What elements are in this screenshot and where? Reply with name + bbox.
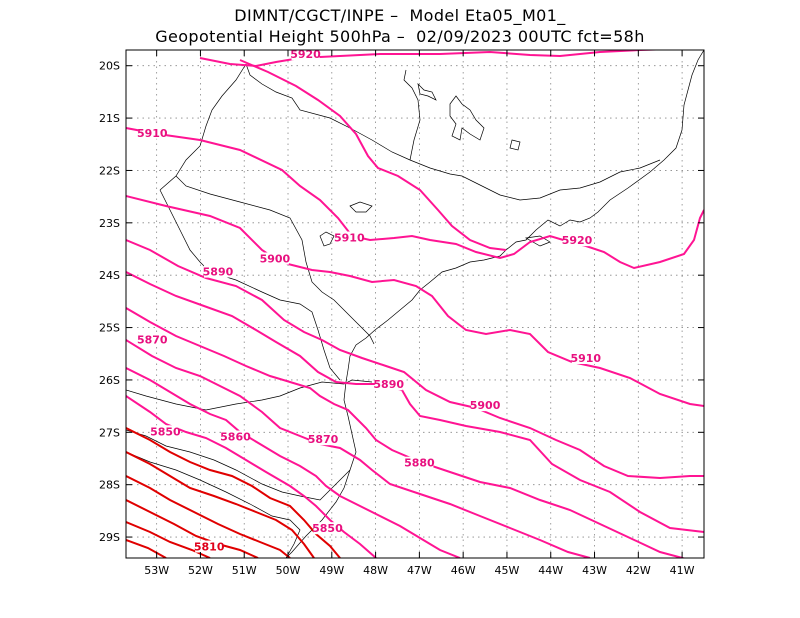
lat-lon-grid: [126, 50, 704, 558]
lon-label: 43W: [582, 564, 607, 577]
contour-5810: [126, 475, 291, 558]
lat-label: 21S: [99, 112, 120, 125]
lat-label: 25S: [99, 322, 120, 335]
lon-label: 52W: [188, 564, 213, 577]
coastline: [449, 95, 485, 141]
contour-label: 5900: [470, 399, 501, 412]
contour-label: 5810: [194, 541, 225, 554]
contour-label-bg: [138, 126, 167, 139]
lon-label: 41W: [670, 564, 695, 577]
contour-label-bg: [221, 430, 250, 443]
state-border: [175, 175, 375, 345]
contour-label-bg: [260, 252, 289, 265]
contour-label: 5920: [290, 48, 321, 61]
contour-label-bg: [151, 425, 180, 438]
contour-label: 5860: [220, 431, 251, 444]
contour-label-bg: [335, 231, 364, 244]
state-border: [245, 63, 661, 201]
contour-label: 5870: [308, 433, 339, 446]
contour-label: 5890: [373, 378, 404, 391]
contour-label-bg: [195, 540, 224, 553]
contour-5780: [126, 539, 167, 558]
lat-label: 29S: [99, 531, 120, 544]
lon-label: 42W: [626, 564, 651, 577]
contour-labels: 5920 5910 5910 5920 5900 5890 5870 5910 5890 5900…: [137, 48, 601, 554]
lat-label: 22S: [99, 164, 120, 177]
lon-label: 44W: [538, 564, 563, 577]
contour-label-bg: [313, 522, 342, 535]
contour-5900: [126, 195, 704, 407]
map-frame: [125, 49, 705, 559]
contour-5890: [126, 239, 704, 480]
contour-label-bg: [309, 433, 338, 446]
contour-5860: [126, 339, 591, 558]
contour-5920-north: [199, 50, 673, 68]
axis-ticks: [126, 50, 704, 558]
contour-label-bg: [405, 456, 434, 469]
contour-5850: [126, 367, 461, 558]
lon-label: 48W: [363, 564, 388, 577]
lon-label: 46W: [451, 564, 476, 577]
contour-label-bg: [374, 378, 403, 391]
contour-label: 5880: [404, 457, 435, 470]
coastline: [319, 231, 335, 247]
coastline: [285, 50, 704, 558]
state-border: [403, 69, 421, 161]
title-line-1: DIMNT/CGCT/INPE – Model Eta05_M01_: [234, 6, 566, 25]
coastline: [349, 201, 373, 213]
contour-5910: [126, 127, 704, 270]
contour-label: 5850: [312, 522, 343, 535]
coastline: [509, 139, 521, 151]
title-line-2: Geopotential Height 500hPa – 02/09/2023 …: [155, 27, 645, 46]
coastlines-and-borders: [126, 50, 704, 558]
contour-5800: [126, 499, 259, 558]
contour-5910-upper: [239, 59, 507, 251]
contour-label-bg: [138, 333, 167, 346]
contour-label: 5910: [137, 127, 168, 140]
lon-label: 45W: [495, 564, 520, 577]
coastline: [417, 82, 437, 101]
state-border: [159, 63, 247, 191]
contour-label-bg: [203, 265, 232, 278]
coastline: [524, 235, 551, 247]
contour-5790: [126, 521, 211, 558]
state-border: [126, 451, 301, 558]
lon-label: 53W: [144, 564, 169, 577]
country-border: [159, 189, 341, 381]
lon-label: 51W: [232, 564, 257, 577]
contour-label: 5910: [570, 352, 601, 365]
contour-5820: [126, 451, 315, 558]
contour-label: 5850: [150, 425, 181, 438]
lon-label: 47W: [407, 564, 432, 577]
contour-label: 5900: [260, 252, 291, 265]
contour-label: 5920: [562, 234, 593, 247]
lat-label: 26S: [99, 374, 120, 387]
lat-label: 27S: [99, 426, 120, 439]
lat-label: 20S: [99, 60, 120, 73]
contour-label-bg: [471, 399, 500, 412]
lon-label: 50W: [276, 564, 301, 577]
contour-label-bg: [563, 234, 592, 247]
contour-label: 5890: [203, 266, 234, 279]
contour-label: 5910: [334, 232, 365, 245]
lon-label: 49W: [319, 564, 344, 577]
contour-5870: [126, 307, 687, 558]
lat-label: 28S: [99, 479, 120, 492]
contour-label-bg: [571, 351, 600, 364]
lat-label: 24S: [99, 269, 120, 282]
contour-label: 5870: [137, 334, 168, 347]
contour-label-bg: [291, 50, 320, 61]
geopotential-contours: [126, 50, 704, 558]
lat-label: 23S: [99, 217, 120, 230]
